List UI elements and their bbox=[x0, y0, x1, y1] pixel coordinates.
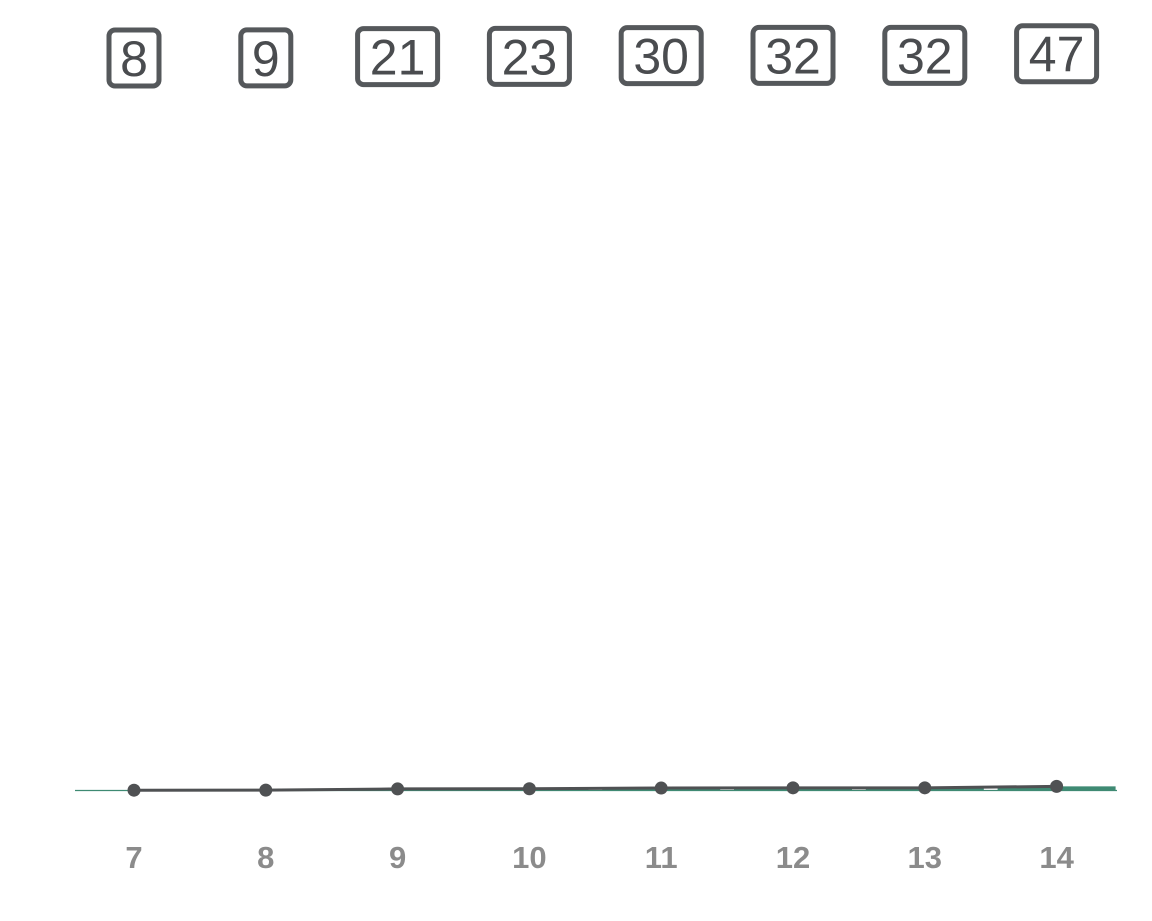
data-label-box bbox=[1014, 23, 1100, 85]
x-tick-7: 7 bbox=[125, 840, 142, 875]
line-point-12 bbox=[786, 781, 800, 795]
data-label-14: 47 bbox=[1014, 23, 1100, 85]
data-label-text: 32 bbox=[897, 28, 953, 84]
data-label-text: 21 bbox=[370, 30, 426, 86]
data-label-text: 30 bbox=[633, 29, 689, 85]
series-line bbox=[133, 784, 1057, 792]
line-point-7 bbox=[127, 783, 141, 797]
data-label-text: 8 bbox=[120, 31, 148, 87]
x-tick-14: 14 bbox=[1039, 840, 1074, 875]
data-labels: 8 9 21 23 30 32 32 47 bbox=[106, 23, 1100, 89]
data-label-box bbox=[355, 26, 441, 88]
x-tick-13: 13 bbox=[908, 840, 942, 875]
data-label-9: 21 bbox=[355, 26, 441, 88]
line-point-13 bbox=[918, 781, 932, 795]
data-label-box bbox=[486, 25, 572, 87]
x-tick-8: 8 bbox=[257, 840, 274, 875]
data-label-11: 30 bbox=[618, 25, 704, 87]
x-tick-labels: 7 8 9 10 11 12 13 14 bbox=[125, 840, 1074, 875]
data-label-box bbox=[106, 27, 162, 89]
line-point-8 bbox=[259, 783, 273, 797]
data-label-box bbox=[750, 24, 836, 86]
data-label-8: 9 bbox=[238, 27, 294, 89]
data-label-13: 32 bbox=[882, 24, 968, 86]
x-tick-10: 10 bbox=[512, 840, 546, 875]
line-series bbox=[127, 779, 1064, 797]
line-point-11 bbox=[654, 781, 668, 795]
x-tick-9: 9 bbox=[389, 840, 406, 875]
data-label-10: 23 bbox=[486, 25, 572, 87]
data-label-box bbox=[882, 24, 968, 86]
data-label-box bbox=[238, 27, 294, 89]
data-label-text: 9 bbox=[252, 31, 280, 87]
x-tick-12: 12 bbox=[776, 840, 810, 875]
data-label-text: 23 bbox=[502, 29, 558, 85]
data-label-12: 32 bbox=[750, 24, 836, 86]
line-point-14 bbox=[1050, 779, 1064, 793]
line-point-10 bbox=[522, 782, 536, 796]
x-tick-11: 11 bbox=[645, 840, 678, 875]
line-point-9 bbox=[391, 782, 405, 796]
data-label-text: 47 bbox=[1029, 27, 1085, 83]
data-label-7: 8 bbox=[106, 27, 162, 89]
data-label-text: 32 bbox=[765, 28, 821, 84]
data-label-box bbox=[618, 25, 704, 87]
